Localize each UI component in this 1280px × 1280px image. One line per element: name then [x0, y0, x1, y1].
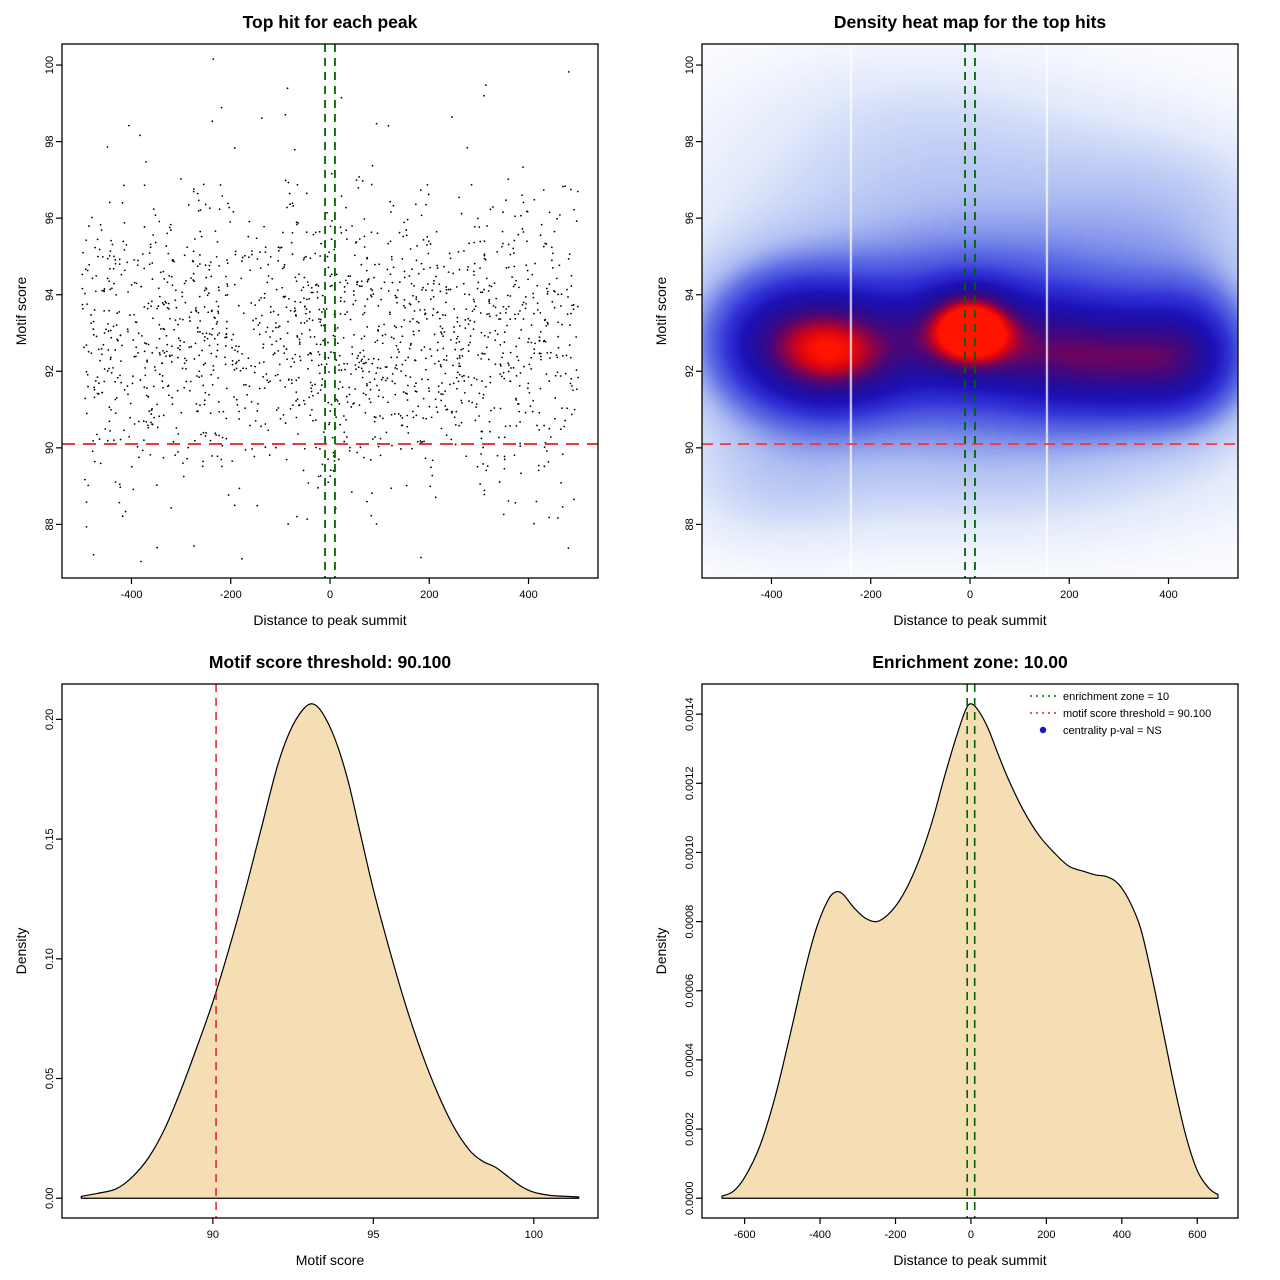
legend-label: motif score threshold = 90.100 [1063, 708, 1211, 720]
panel-enrichment-zone-density: enrichment zone = 10 motif score threshol… [640, 640, 1280, 1280]
score-density-xlabel: Motif score [296, 1252, 365, 1268]
y-tick-label: 88 [44, 518, 56, 530]
panel-motif-score-density: 90 95 100 0.00 0.05 0.10 0.15 0.20 Motif score t… [0, 640, 640, 1280]
y-tick-label: 0.20 [44, 709, 56, 730]
x-tick-label: 0 [967, 589, 973, 601]
top-hits-scatter-xlabel: Distance to peak summit [253, 612, 406, 628]
y-tick-label: 98 [44, 135, 56, 147]
y-tick-label: 92 [44, 365, 56, 377]
x-tick-label: 400 [1113, 1229, 1131, 1241]
top-hits-scatter-axes: -400 -200 0 200 400 88 90 92 94 96 98 100 Top hit fo… [13, 12, 599, 628]
position-density-xlabel: Distance to peak summit [893, 1252, 1046, 1268]
y-tick-label: 94 [684, 289, 696, 301]
y-tick-label: 92 [684, 365, 696, 377]
x-tick-label: 95 [367, 1229, 379, 1241]
legend-point-swatch [1039, 726, 1047, 734]
x-tick-label: -400 [120, 589, 142, 601]
y-tick-label: 0.0014 [684, 697, 696, 731]
y-tick-label: 0.0008 [684, 905, 696, 939]
score-density-axes: 90 95 100 0.00 0.05 0.10 0.15 0.20 Motif score t… [13, 652, 599, 1268]
top-hits-scatter-title: Top hit for each peak [243, 12, 418, 32]
x-tick-label: 400 [1159, 589, 1177, 601]
top-hits-scatter-ylabel: Motif score [13, 277, 29, 346]
x-tick-label: 400 [519, 589, 537, 601]
y-tick-label: 88 [684, 518, 696, 530]
score-density-curve [80, 703, 580, 1199]
panel-top-hits-scatter: -400 -200 0 200 400 88 90 92 94 96 98 100 Top hit fo… [0, 0, 640, 640]
y-tick-label: 100 [684, 56, 696, 74]
x-tick-label: -200 [220, 589, 242, 601]
y-tick-label: 96 [44, 212, 56, 224]
top-hits-heatmap-title: Density heat map for the top hits [834, 12, 1107, 32]
y-tick-label: 100 [44, 56, 56, 74]
top-hits-heatmap-ylabel: Motif score [653, 277, 669, 346]
score-density-title: Motif score threshold: 90.100 [209, 652, 451, 672]
y-tick-label: 96 [684, 212, 696, 224]
y-tick-label: 0.0000 [684, 1181, 696, 1215]
scatter-plot: -400 -200 0 200 400 88 90 92 94 96 98 100 Top hit fo… [13, 12, 599, 628]
position-density-title: Enrichment zone: 10.00 [872, 652, 1068, 672]
x-tick-label: -200 [860, 589, 882, 601]
y-tick-label: 0.00 [44, 1188, 56, 1209]
y-tick-label: 0.15 [44, 828, 56, 849]
x-tick-label: 200 [1037, 1229, 1055, 1241]
y-tick-label: 90 [44, 442, 56, 454]
x-tick-label: -600 [734, 1229, 756, 1241]
top-hits-heatmap-xlabel: Distance to peak summit [893, 612, 1046, 628]
y-tick-label: 0.05 [44, 1068, 56, 1089]
x-tick-label: -400 [809, 1229, 831, 1241]
x-tick-label: -200 [884, 1229, 906, 1241]
y-tick-label: 0.0002 [684, 1112, 696, 1146]
y-tick-label: 94 [44, 289, 56, 301]
x-tick-label: 200 [420, 589, 438, 601]
x-tick-label: 0 [327, 589, 333, 601]
x-tick-label: 0 [968, 1229, 974, 1241]
scatter-points [81, 58, 580, 563]
y-tick-label: 0.0004 [684, 1043, 696, 1077]
position-density-axes: -600 -400 -200 0 200 400 600 0.0000 0.0002 0.0004… [653, 652, 1239, 1268]
x-tick-label: -400 [760, 589, 782, 601]
y-tick-label: 98 [684, 135, 696, 147]
y-tick-label: 0.0012 [684, 766, 696, 800]
score-density-ylabel: Density [13, 928, 29, 975]
top-hits-heatmap-axes: -400 -200 0 200 400 88 90 92 94 96 98 100 Density he… [653, 12, 1239, 628]
x-tick-label: 100 [525, 1229, 543, 1241]
panel-density-heatmap: -400 -200 0 200 400 88 90 92 94 96 98 100 Density he… [640, 0, 1280, 640]
y-tick-label: 0.0010 [684, 836, 696, 870]
y-tick-label: 0.0006 [684, 974, 696, 1008]
position-density-plot: enrichment zone = 10 motif score threshol… [653, 652, 1239, 1268]
position-density-ylabel: Density [653, 928, 669, 975]
x-tick-label: 600 [1188, 1229, 1206, 1241]
x-tick-label: 200 [1060, 589, 1078, 601]
x-tick-label: 90 [207, 1229, 219, 1241]
position-density-curve [721, 703, 1219, 1199]
legend: enrichment zone = 10 motif score threshol… [1030, 691, 1211, 737]
legend-label: enrichment zone = 10 [1063, 691, 1169, 703]
legend-label: centrality p-val = NS [1063, 725, 1162, 737]
y-tick-label: 0.10 [44, 948, 56, 969]
y-tick-label: 90 [684, 442, 696, 454]
heatmap-image [702, 44, 1238, 578]
heatmap-plot: -400 -200 0 200 400 88 90 92 94 96 98 100 Density he… [653, 12, 1239, 628]
score-density-plot: 90 95 100 0.00 0.05 0.10 0.15 0.20 Motif score t… [13, 652, 599, 1268]
